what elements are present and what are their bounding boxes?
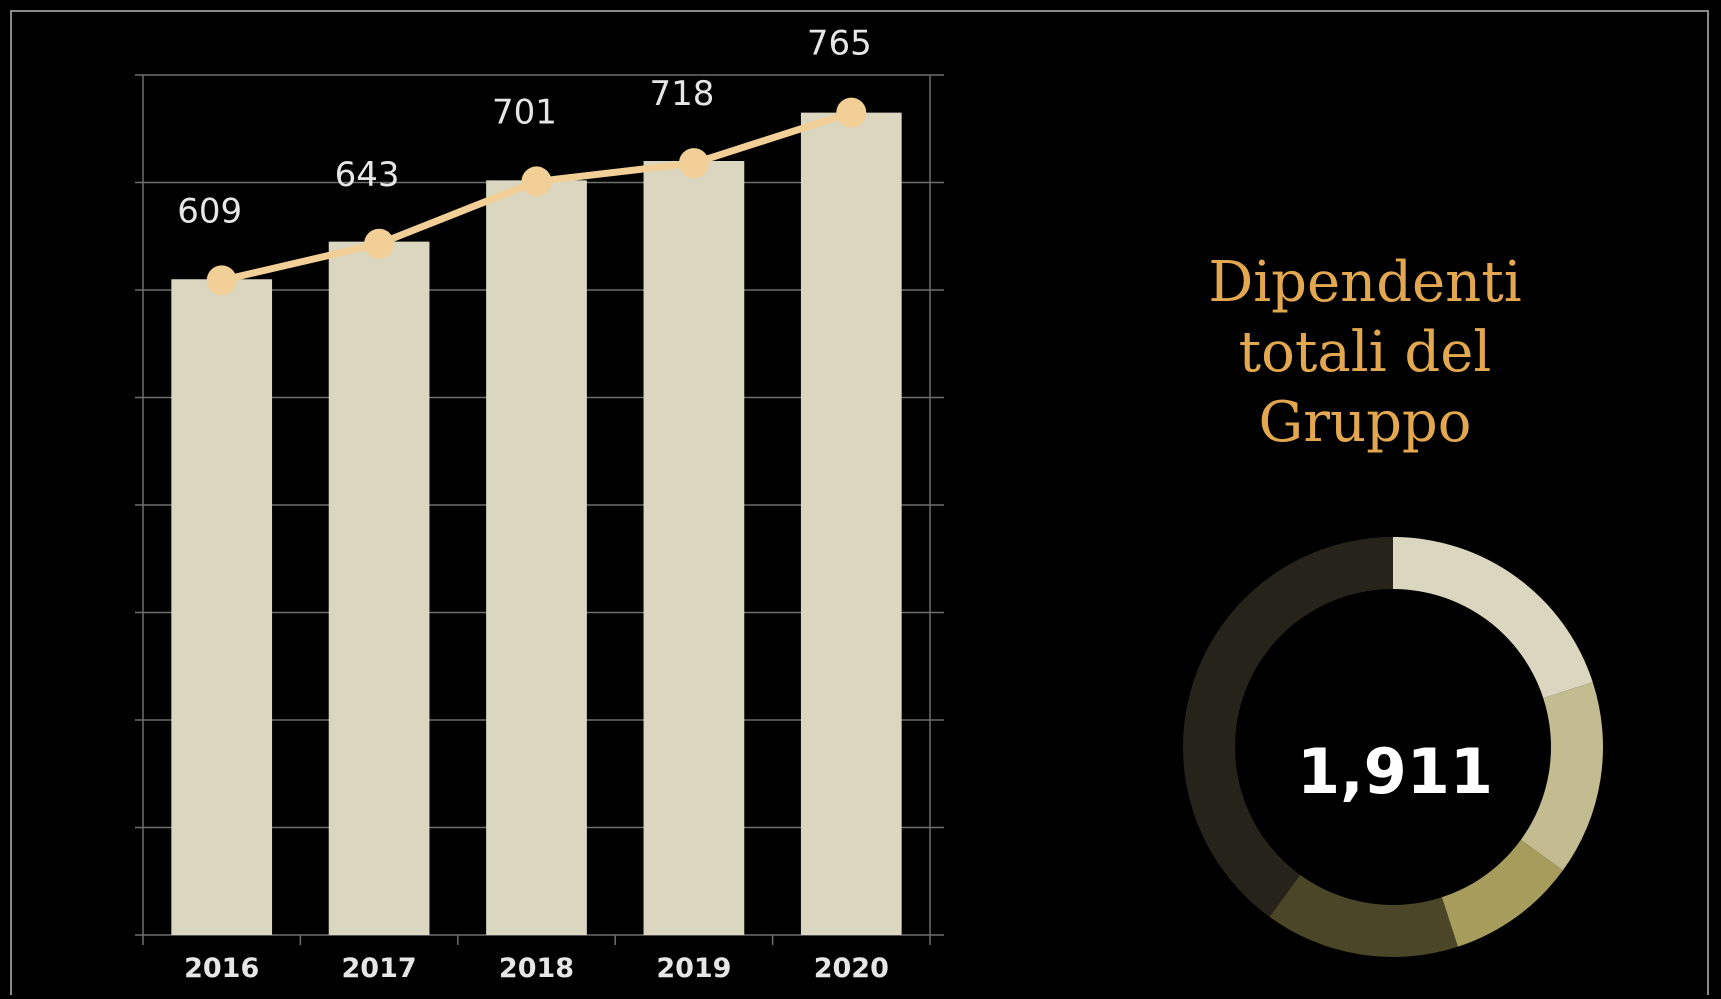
side-title: Dipendenti totali del Gruppo (1130, 248, 1600, 458)
line-point-2020 (836, 97, 867, 128)
line-point-2019 (678, 148, 709, 179)
x-tick-label: 2020 (814, 953, 889, 984)
x-tick-label: 2017 (342, 953, 417, 984)
x-tick-label: 2016 (184, 953, 259, 984)
data-label: 765 (807, 24, 872, 64)
donut-slice (1269, 874, 1458, 957)
donut-slice (1183, 537, 1393, 917)
side-title-line-2: totali del (1238, 320, 1492, 385)
data-label: 643 (335, 155, 400, 195)
side-title-line-1: Dipendenti (1208, 250, 1522, 315)
data-label: 701 (492, 92, 557, 132)
x-tick-label: 2019 (656, 953, 731, 984)
data-label: 718 (649, 74, 714, 114)
line-point-2016 (206, 265, 237, 296)
slide-frame (10, 10, 1709, 995)
bar-2016 (171, 279, 273, 935)
bar-2018 (486, 180, 587, 936)
bar-2019 (643, 161, 745, 935)
donut-slice (1441, 839, 1563, 947)
side-title-line-3: Gruppo (1258, 390, 1472, 455)
donut-slice (1520, 682, 1604, 871)
data-label: 609 (177, 191, 242, 231)
line-point-2017 (364, 228, 395, 259)
line-point-2018 (521, 166, 552, 197)
bar-2017 (328, 241, 430, 935)
donut-slice (1393, 537, 1593, 699)
x-tick-label: 2018 (499, 953, 574, 984)
donut-center-total: 1,911 (1296, 735, 1494, 808)
bar-2020 (800, 112, 902, 935)
